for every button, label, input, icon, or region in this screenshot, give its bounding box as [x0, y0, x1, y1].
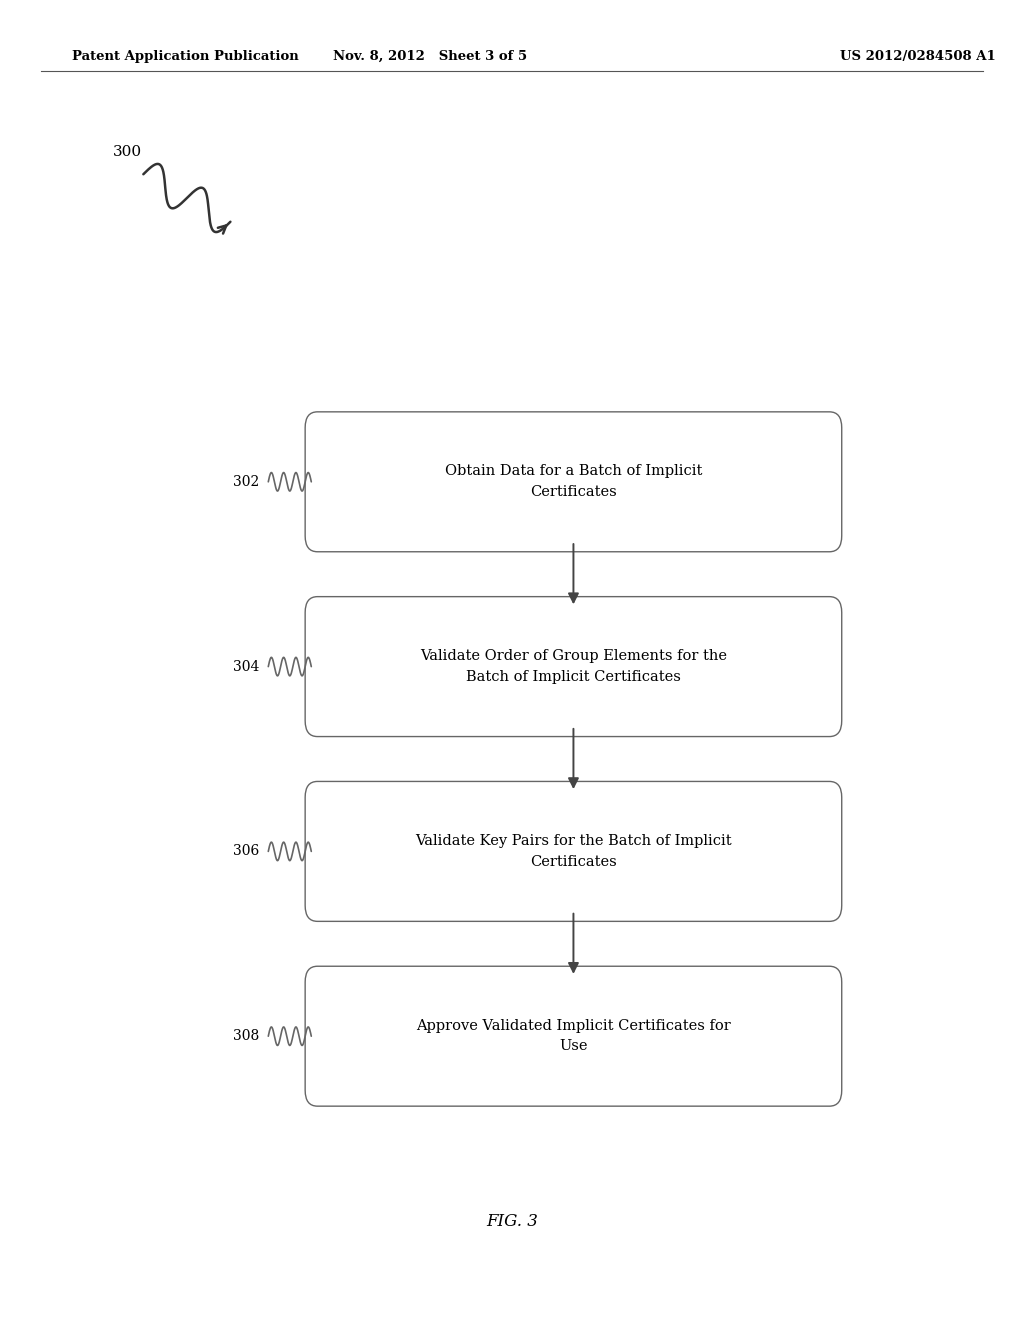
Text: Validate Key Pairs for the Batch of Implicit
Certificates: Validate Key Pairs for the Batch of Impl…: [415, 834, 732, 869]
Text: 304: 304: [232, 660, 259, 673]
FancyBboxPatch shape: [305, 966, 842, 1106]
Text: Validate Order of Group Elements for the
Batch of Implicit Certificates: Validate Order of Group Elements for the…: [420, 649, 727, 684]
Text: 308: 308: [232, 1030, 259, 1043]
Text: 306: 306: [232, 845, 259, 858]
Text: Nov. 8, 2012   Sheet 3 of 5: Nov. 8, 2012 Sheet 3 of 5: [333, 50, 527, 63]
FancyBboxPatch shape: [305, 412, 842, 552]
Text: 300: 300: [113, 145, 141, 158]
Text: 302: 302: [232, 475, 259, 488]
Text: Obtain Data for a Batch of Implicit
Certificates: Obtain Data for a Batch of Implicit Cert…: [444, 465, 702, 499]
Text: Patent Application Publication: Patent Application Publication: [72, 50, 298, 63]
Text: FIG. 3: FIG. 3: [486, 1213, 538, 1229]
Text: US 2012/0284508 A1: US 2012/0284508 A1: [840, 50, 995, 63]
FancyBboxPatch shape: [305, 781, 842, 921]
Text: Approve Validated Implicit Certificates for
Use: Approve Validated Implicit Certificates …: [416, 1019, 731, 1053]
FancyBboxPatch shape: [305, 597, 842, 737]
